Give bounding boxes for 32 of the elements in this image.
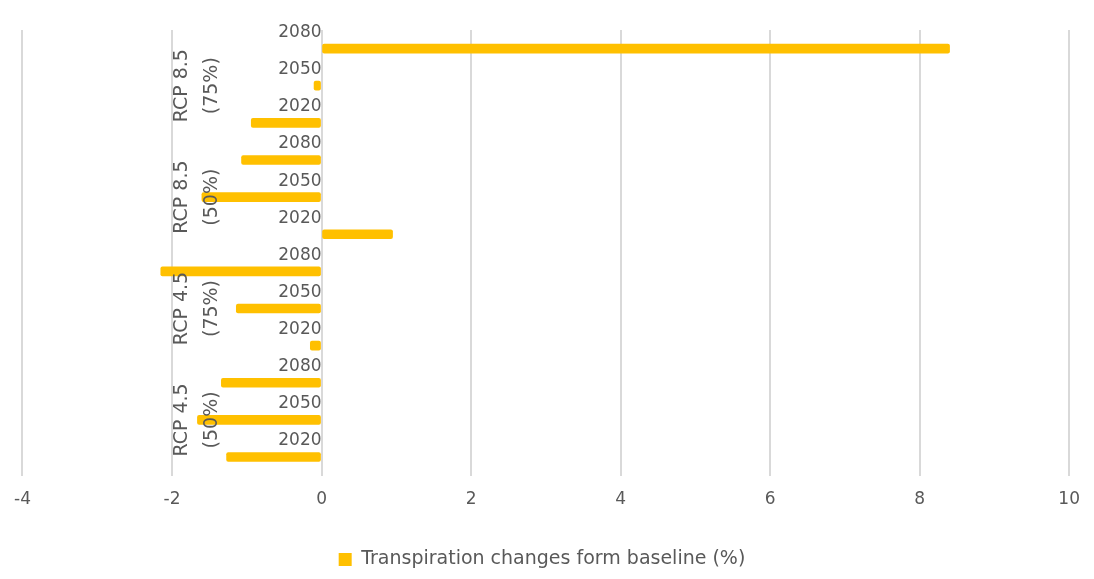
bar xyxy=(322,43,950,54)
annotation: RCP 8.5 (75%) xyxy=(169,49,222,123)
x-tick-label: 8 xyxy=(914,488,926,509)
y-tick-label: 2080 xyxy=(278,355,322,376)
y-tick-label: 2080 xyxy=(278,243,322,264)
bar xyxy=(250,118,321,128)
y-tick-label: 2050 xyxy=(278,392,322,413)
x-tick-label: -4 xyxy=(14,488,31,509)
x-tick-label: 10 xyxy=(1058,488,1080,509)
y-tick-label: 2080 xyxy=(278,132,322,153)
bar xyxy=(241,155,321,165)
y-tick-label: 2080 xyxy=(278,20,322,41)
y-tick-label: 2020 xyxy=(278,95,322,116)
legend-label: Transpiration changes form baseline (%) xyxy=(360,546,746,569)
y-tick-label: 2050 xyxy=(278,280,322,301)
x-tick-label: 6 xyxy=(764,488,776,509)
x-tick-label: 2 xyxy=(465,488,477,509)
x-tick-label: -2 xyxy=(163,488,181,509)
y-tick-label: 2050 xyxy=(278,169,322,190)
bar xyxy=(226,452,321,462)
bar xyxy=(235,303,321,314)
y-tick-label: 2020 xyxy=(278,206,322,227)
x-tick-label: 4 xyxy=(615,488,627,509)
y-tick-label: 2020 xyxy=(278,318,322,339)
x-tick-label: 0 xyxy=(316,488,327,509)
annotation: RCP 4.5 (50%) xyxy=(169,383,222,457)
y-tick-label: 2020 xyxy=(278,429,322,450)
y-tick-label: 2050 xyxy=(278,58,322,79)
annotation: RCP 4.5 (75%) xyxy=(169,271,222,346)
bar xyxy=(322,229,393,240)
bar xyxy=(221,377,321,388)
annotation: RCP 8.5 (50%) xyxy=(169,160,222,234)
